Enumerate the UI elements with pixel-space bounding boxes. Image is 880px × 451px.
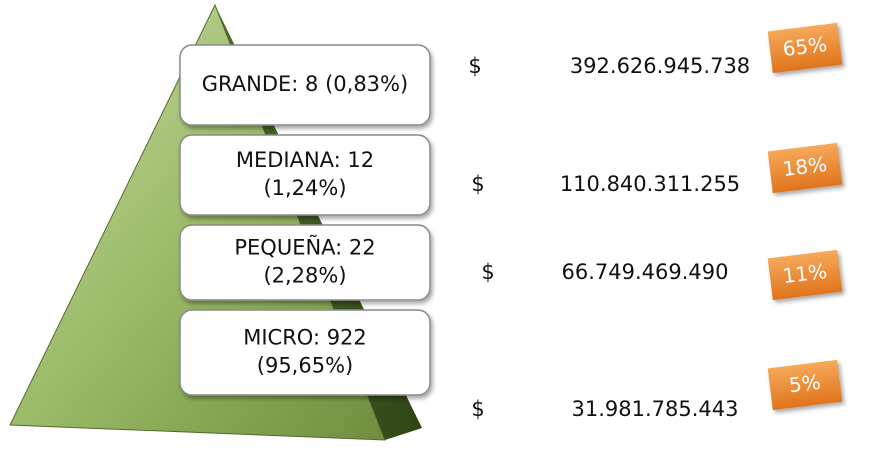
amount: 110.840.311.255	[560, 172, 740, 196]
level-label: (95,65%)	[257, 354, 353, 378]
level-box	[179, 134, 431, 216]
percent-label: 65%	[781, 32, 828, 61]
level-label: PEQUEÑA: 22	[234, 234, 375, 260]
level-label: (2,28%)	[263, 264, 346, 288]
level-label: (1,24%)	[263, 176, 346, 200]
amount: 31.981.785.443	[572, 397, 739, 421]
level-box	[179, 224, 431, 301]
percent-box	[767, 22, 843, 74]
amount: 392.626.945.738	[570, 54, 750, 78]
currency-sign: $	[468, 54, 481, 78]
percent-tag: 11%	[767, 249, 843, 301]
percent-tag: 65%	[767, 22, 843, 74]
percent-box	[767, 142, 843, 194]
level-box	[179, 44, 431, 126]
percent-tag: 18%	[767, 142, 843, 194]
percent-label: 5%	[788, 370, 822, 398]
percent-label: 18%	[781, 152, 828, 181]
amount: 66.749.469.490	[562, 260, 729, 284]
level-box	[179, 309, 431, 396]
level-label: MICRO: 922	[243, 326, 367, 350]
percent-box	[767, 359, 843, 411]
currency-sign: $	[471, 397, 484, 421]
currency-sign: $	[481, 260, 494, 284]
percent-tag: 5%	[767, 359, 843, 411]
level-label: GRANDE: 8 (0,83%)	[202, 72, 408, 96]
percent-label: 11%	[781, 259, 828, 288]
level-label: MEDIANA: 12	[236, 148, 374, 172]
currency-sign: $	[471, 172, 484, 196]
percent-box	[767, 249, 843, 301]
